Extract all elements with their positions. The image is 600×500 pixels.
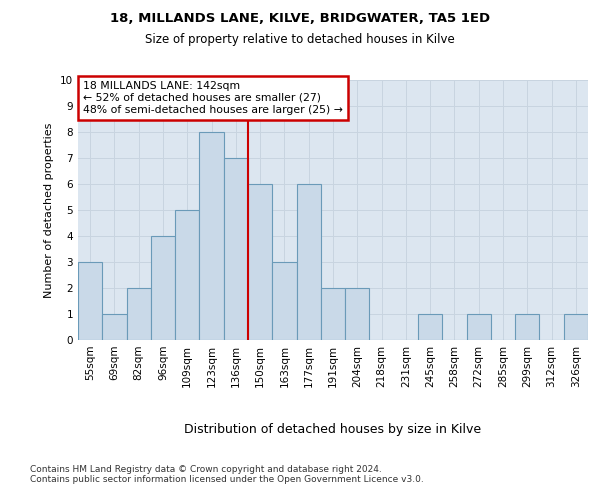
Text: Distribution of detached houses by size in Kilve: Distribution of detached houses by size … (184, 422, 482, 436)
Y-axis label: Number of detached properties: Number of detached properties (44, 122, 55, 298)
Bar (151, 236, 175, 340)
Bar (418, 314, 442, 340)
Text: Size of property relative to detached houses in Kilve: Size of property relative to detached ho… (145, 32, 455, 46)
Text: 18, MILLANDS LANE, KILVE, BRIDGWATER, TA5 1ED: 18, MILLANDS LANE, KILVE, BRIDGWATER, TA… (110, 12, 490, 26)
Bar (515, 314, 539, 340)
Bar (467, 314, 491, 340)
Bar (175, 210, 199, 340)
Bar (199, 132, 224, 340)
Text: 18 MILLANDS LANE: 142sqm
← 52% of detached houses are smaller (27)
48% of semi-d: 18 MILLANDS LANE: 142sqm ← 52% of detach… (83, 82, 343, 114)
Bar (321, 288, 345, 340)
Bar (102, 314, 127, 340)
Bar (224, 158, 248, 340)
Text: Contains HM Land Registry data © Crown copyright and database right 2024.
Contai: Contains HM Land Registry data © Crown c… (30, 465, 424, 484)
Bar (127, 288, 151, 340)
Bar (564, 314, 588, 340)
Bar (248, 184, 272, 340)
Bar (345, 288, 370, 340)
Bar (78, 262, 102, 340)
Bar (272, 262, 296, 340)
Bar (296, 184, 321, 340)
